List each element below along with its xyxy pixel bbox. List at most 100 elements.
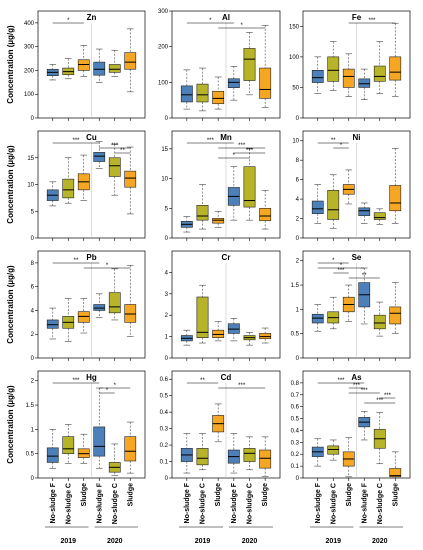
box: [124, 304, 137, 323]
significance-label: ***: [111, 143, 119, 149]
significance-label: ***: [72, 378, 80, 384]
x-category-label: No-sludge F: [50, 482, 57, 523]
y-tick-label: 8: [31, 261, 35, 267]
x-category-label: No-sludge C: [112, 483, 119, 524]
significance-label: *: [106, 388, 109, 394]
significance-label: *: [332, 258, 335, 264]
box: [373, 314, 386, 330]
y-tick-label: 5: [165, 206, 169, 212]
box: [62, 178, 75, 199]
y-tick-label: 1.5: [291, 283, 300, 289]
group-label-2020: 2020: [242, 538, 258, 545]
significance-label: ***: [246, 148, 254, 154]
x-category-label: No-sludge C: [330, 483, 337, 524]
box: [389, 468, 402, 478]
box: [62, 436, 75, 454]
y-tick-label: 2: [296, 259, 300, 265]
group-label-2019: 2019: [195, 538, 211, 545]
box: [243, 448, 256, 462]
significance-label: ***: [368, 18, 376, 24]
x-category-label: Sludge: [215, 483, 222, 506]
significance-label: **: [74, 258, 79, 264]
significance-label: *: [340, 143, 343, 149]
y-tick-label: 0.4: [160, 410, 169, 416]
box: [196, 205, 209, 221]
y-tick-label: 0: [296, 356, 300, 362]
panel-title: Cd: [221, 373, 232, 382]
y-tick-label: 0: [165, 476, 169, 482]
significance-label: **: [362, 273, 367, 279]
panel-title: Cr: [222, 253, 231, 262]
box: [196, 448, 209, 466]
y-tick-label: 50: [292, 85, 299, 91]
box: [46, 319, 59, 329]
x-category-label: No-sludge F: [361, 482, 368, 523]
box: [358, 78, 371, 88]
y-tick-label: 0.1: [291, 464, 300, 470]
significance-label: *: [209, 18, 212, 24]
y-tick-label: 6: [31, 285, 35, 291]
y-tick-label: 3: [165, 292, 169, 298]
x-category-label: No-sludge F: [96, 482, 103, 523]
y-tick-label: 10: [161, 177, 168, 183]
box: [389, 185, 402, 212]
panel-title: Zn: [87, 13, 97, 22]
y-tick-label: 2: [31, 332, 35, 338]
group-label-2020: 2020: [372, 538, 388, 545]
y-tick-label: 15: [161, 147, 168, 153]
significance-label: *: [67, 18, 70, 24]
y-tick-label: 400: [24, 21, 35, 27]
y-tick-label: 0.2: [291, 452, 300, 458]
y-tick-label: 0: [31, 356, 35, 362]
y-tick-label: 8: [296, 158, 300, 164]
panel-title: Pb: [86, 253, 96, 262]
panel-title: Fe: [352, 13, 362, 22]
panel-title: Cu: [86, 133, 97, 142]
y-tick-label: 0.7: [291, 393, 300, 399]
x-category-label: No-sludge C: [377, 483, 384, 524]
y-tick-label: 0: [31, 236, 35, 242]
y-tick-label: 1: [165, 335, 169, 341]
y-tick-label: 0.3: [160, 427, 169, 433]
x-category-label: No-sludge C: [200, 483, 207, 524]
panel-title: Se: [352, 253, 362, 262]
significance-label: ***: [72, 138, 80, 144]
box: [212, 218, 225, 224]
y-tick-label: 0: [296, 476, 300, 482]
y-axis-label: Concentration (µg/g): [6, 385, 15, 464]
y-tick-label: 0.3: [291, 440, 300, 446]
significance-label: **: [120, 148, 125, 154]
box: [196, 83, 209, 103]
x-category-label: No-sludge F: [231, 482, 238, 523]
box: [108, 292, 121, 314]
box: [373, 65, 386, 82]
significance-label: ***: [384, 393, 392, 399]
significance-label: *: [340, 263, 343, 269]
box: [108, 157, 121, 177]
panel-title: Mn: [220, 133, 232, 142]
x-category-label: No-sludge F: [315, 482, 322, 523]
y-tick-label: 0: [165, 116, 169, 122]
x-category-label: Sludge: [262, 483, 269, 506]
y-tick-label: 300: [24, 45, 35, 51]
x-category-label: Sludge: [127, 483, 134, 506]
y-tick-label: 0.4: [291, 428, 300, 434]
box: [327, 56, 340, 82]
y-tick-label: 5: [31, 209, 35, 215]
significance-label: *: [240, 23, 243, 29]
group-label-2020: 2020: [107, 538, 123, 545]
y-tick-label: 0.2: [160, 443, 169, 449]
x-category-label: No-sludge C: [65, 483, 72, 524]
significance-label: ***: [238, 143, 246, 149]
box: [373, 212, 386, 220]
box: [77, 59, 90, 71]
box: [124, 52, 137, 70]
box: [77, 311, 90, 323]
x-category-label: No-sludge F: [184, 482, 191, 523]
box: [93, 61, 106, 76]
significance-label: ***: [376, 398, 384, 404]
y-tick-label: 0.8: [291, 381, 300, 387]
y-tick-label: 0.1: [160, 460, 169, 466]
y-tick-label: 0: [296, 116, 300, 122]
